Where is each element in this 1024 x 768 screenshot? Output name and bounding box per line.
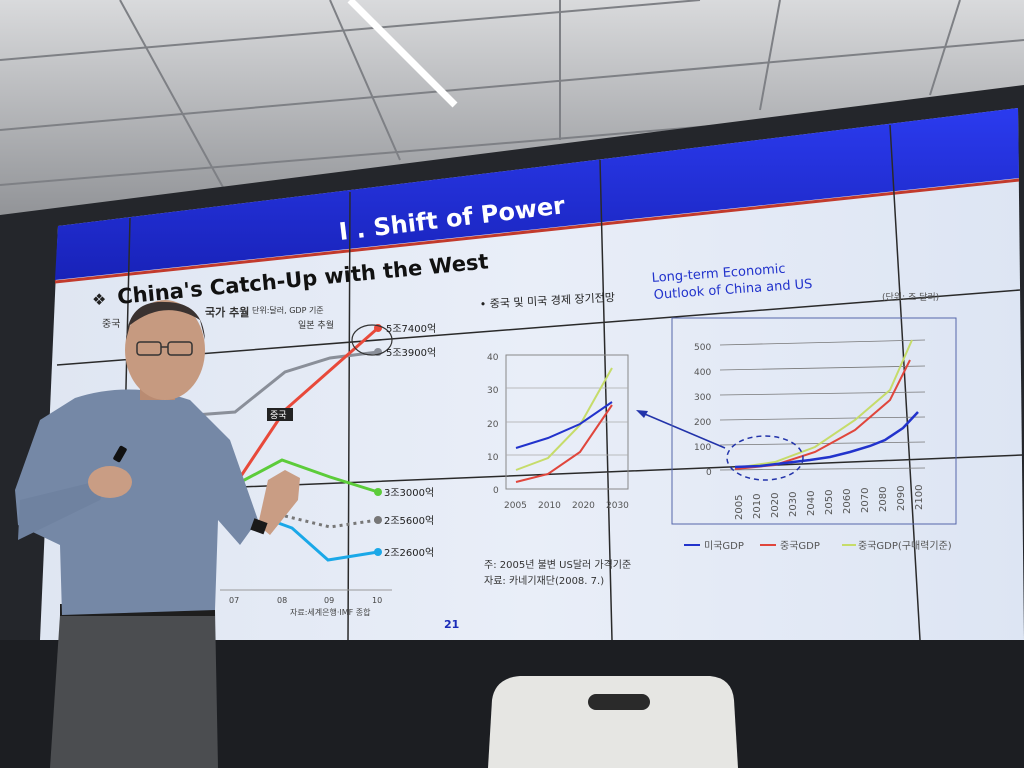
right-x-tick: 2010 — [752, 494, 763, 519]
legend-china-ppp: 중국GDP(구매력기준) — [858, 540, 952, 552]
middle-chart-source: 자료: 카네기재단(2008. 7.) — [484, 575, 604, 587]
right-x-tick: 2060 — [842, 489, 853, 514]
middle-china-line — [515, 404, 613, 483]
middle-x-tick: 2030 — [606, 501, 629, 511]
overtake-circle — [351, 324, 393, 356]
legend-china: 중국GDP — [780, 540, 820, 552]
left-chart-subtitle-b: 국가 추월 — [205, 305, 249, 319]
presenter-left-arm — [18, 478, 110, 540]
end-label-green: 3조3000억 — [384, 487, 434, 499]
presenter-hand — [88, 466, 132, 498]
ceiling-light — [347, 0, 458, 108]
right-x-tick: 2005 — [734, 495, 745, 520]
japan-overtake-label: 일본 추월 — [298, 319, 334, 331]
middle-chart-note: 주: 2005년 불변 US달러 가격기준 — [484, 558, 631, 571]
presenter-trousers — [50, 610, 218, 768]
chair — [488, 676, 738, 768]
right-x-tick: 2090 — [896, 486, 907, 511]
china-tag-bg — [267, 408, 293, 421]
left-x-tick: 08 — [277, 596, 287, 605]
right-y-tick: 400 — [694, 368, 711, 378]
arrow-head — [636, 410, 648, 418]
presenter — [15, 300, 300, 768]
middle-y-tick: 20 — [487, 420, 499, 430]
watch — [250, 518, 268, 535]
right-x-tick: 2020 — [770, 493, 781, 518]
gray-dotted-line — [284, 514, 379, 529]
presenter-right-hand — [258, 470, 300, 535]
slide-title-bullet: ❖ — [92, 290, 106, 309]
ceiling-grid — [0, 0, 1024, 201]
right-x-tick: 2030 — [788, 492, 799, 517]
arrow-to-middle-chart — [639, 411, 726, 449]
end-label-china: 5조7400억 — [386, 323, 436, 335]
left-x-tick: 07 — [229, 596, 239, 605]
highlight-ellipse — [726, 435, 804, 481]
glasses-icon — [136, 341, 193, 356]
right-y-tick: 500 — [694, 343, 711, 353]
gray-end-dot — [374, 516, 382, 524]
presenter-head — [125, 300, 205, 400]
left-x-tick: 09 — [324, 596, 334, 605]
right-x-tick: 2050 — [824, 490, 835, 515]
right-x-ticks: 2005 2010 2020 2030 2040 2050 2060 2070 … — [734, 485, 925, 520]
right-x-tick: 2080 — [878, 487, 889, 512]
blue-end-dot — [374, 548, 382, 556]
end-label-gray: 2조5600억 — [384, 515, 434, 527]
right-y-tick: 0 — [706, 468, 712, 478]
middle-y-tick: 30 — [487, 386, 499, 396]
middle-chart: • 중국 및 미국 경제 장기전망 40 30 20 10 0 2005 201… — [479, 291, 726, 587]
middle-us-line — [515, 401, 613, 449]
left-x-tick: 10 — [372, 596, 382, 605]
left-chart-unit: 단위:달러, GDP 기준 — [252, 305, 324, 315]
middle-y-tick: 0 — [493, 486, 499, 496]
right-chart-frame — [671, 317, 957, 525]
presenter-shirt — [15, 389, 258, 615]
middle-china-ppp-line — [515, 367, 613, 471]
middle-x-tick: 2005 — [504, 501, 527, 511]
right-us-line — [734, 411, 919, 469]
presenter-hair — [126, 301, 205, 340]
legend-us: 미국GDP — [704, 540, 744, 552]
blue-line — [269, 518, 379, 562]
right-china-ppp-line — [734, 339, 913, 469]
left-chart: 중국 국가 추월 단위:달러, GDP 기준 일본 추월 중국 5조7400억 … — [102, 305, 459, 631]
right-x-tick: 2100 — [914, 485, 925, 510]
right-chart-unit: (단위: 조 달러) — [882, 291, 939, 303]
middle-x-tick: 2020 — [572, 501, 595, 511]
china-tag: 중국 — [270, 410, 287, 421]
middle-y-tick: 10 — [487, 453, 499, 463]
clicker — [113, 445, 127, 463]
left-chart-subtitle-a: 중국 — [102, 318, 120, 330]
right-y-tick: 100 — [694, 443, 711, 453]
middle-y-tick: 40 — [487, 353, 499, 363]
right-y-tick: 300 — [694, 393, 711, 403]
left-chart-source: 자료:세계은행·IMF 종합 — [290, 607, 371, 617]
middle-x-tick: 2010 — [538, 501, 561, 511]
green-line — [234, 458, 379, 494]
slide-header-band — [55, 108, 1019, 280]
end-label-blue: 2조2600억 — [384, 547, 434, 559]
green-end-dot — [374, 488, 382, 496]
end-label-japan: 5조3900억 — [386, 347, 436, 359]
page-number: 21 — [444, 618, 459, 631]
right-y-tick: 200 — [694, 418, 711, 428]
header-accent-line — [54, 178, 1020, 284]
right-x-tick: 2040 — [806, 491, 817, 516]
right-x-tick: 2070 — [860, 488, 871, 513]
